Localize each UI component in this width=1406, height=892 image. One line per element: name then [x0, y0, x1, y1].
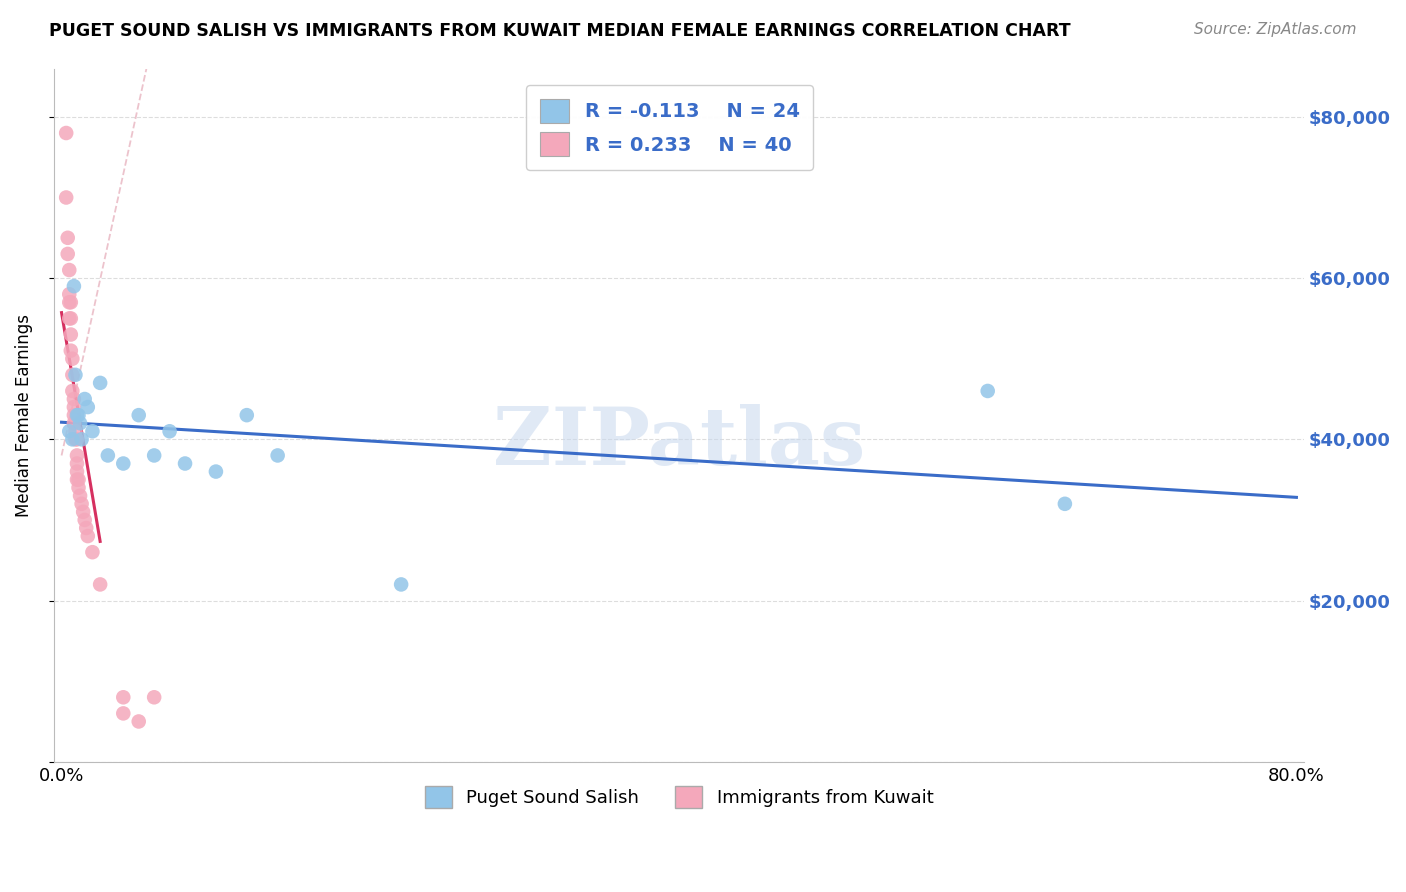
Point — [128, 714, 150, 729]
Point — [1053, 497, 1076, 511]
Point — [76, 400, 98, 414]
Point — [59, 327, 82, 342]
Point — [60, 433, 83, 447]
Point — [174, 457, 197, 471]
Point — [58, 287, 80, 301]
Point — [66, 408, 89, 422]
Point — [60, 368, 83, 382]
Point — [70, 433, 93, 447]
Point — [97, 449, 120, 463]
Point — [205, 465, 228, 479]
Point — [65, 424, 87, 438]
Point — [73, 513, 96, 527]
Point — [59, 311, 82, 326]
Point — [63, 408, 86, 422]
Point — [75, 521, 97, 535]
Point — [70, 497, 93, 511]
Point — [58, 295, 80, 310]
Point — [67, 481, 90, 495]
Point — [82, 424, 104, 438]
Point — [72, 505, 94, 519]
Point — [60, 384, 83, 398]
Point — [65, 368, 87, 382]
Point — [59, 295, 82, 310]
Point — [63, 416, 86, 430]
Point — [89, 577, 111, 591]
Point — [66, 433, 89, 447]
Point — [236, 408, 259, 422]
Point — [63, 392, 86, 406]
Point — [73, 392, 96, 406]
Point — [143, 449, 166, 463]
Point — [976, 384, 998, 398]
Point — [66, 465, 89, 479]
Point — [58, 424, 80, 438]
Point — [112, 706, 135, 721]
Text: Source: ZipAtlas.com: Source: ZipAtlas.com — [1194, 22, 1357, 37]
Point — [67, 473, 90, 487]
Point — [63, 400, 86, 414]
Point — [66, 457, 89, 471]
Point — [55, 190, 77, 204]
Legend: Puget Sound Salish, Immigrants from Kuwait: Puget Sound Salish, Immigrants from Kuwa… — [418, 779, 941, 815]
Point — [159, 424, 181, 438]
Text: PUGET SOUND SALISH VS IMMIGRANTS FROM KUWAIT MEDIAN FEMALE EARNINGS CORRELATION : PUGET SOUND SALISH VS IMMIGRANTS FROM KU… — [49, 22, 1071, 40]
Point — [66, 473, 89, 487]
Point — [66, 449, 89, 463]
Point — [58, 263, 80, 277]
Point — [266, 449, 288, 463]
Point — [59, 343, 82, 358]
Point — [63, 279, 86, 293]
Point — [69, 416, 91, 430]
Point — [389, 577, 412, 591]
Point — [56, 231, 79, 245]
Y-axis label: Median Female Earnings: Median Female Earnings — [15, 314, 32, 516]
Point — [128, 408, 150, 422]
Point — [143, 690, 166, 705]
Point — [56, 247, 79, 261]
Point — [82, 545, 104, 559]
Point — [112, 457, 135, 471]
Point — [60, 351, 83, 366]
Point — [112, 690, 135, 705]
Point — [65, 433, 87, 447]
Text: ZIPatlas: ZIPatlas — [494, 404, 865, 482]
Point — [76, 529, 98, 543]
Point — [69, 489, 91, 503]
Point — [58, 311, 80, 326]
Point — [67, 408, 90, 422]
Point — [89, 376, 111, 390]
Point — [55, 126, 77, 140]
